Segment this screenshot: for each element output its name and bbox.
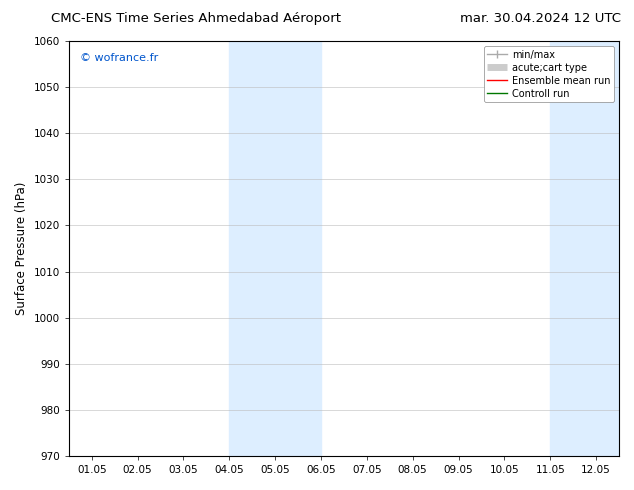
Text: mar. 30.04.2024 12 UTC: mar. 30.04.2024 12 UTC bbox=[460, 12, 621, 25]
Bar bbox=[550, 41, 619, 456]
Text: CMC-ENS Time Series Ahmedabad Aéroport: CMC-ENS Time Series Ahmedabad Aéroport bbox=[51, 12, 340, 25]
Y-axis label: Surface Pressure (hPa): Surface Pressure (hPa) bbox=[15, 182, 28, 315]
Text: © wofrance.fr: © wofrance.fr bbox=[80, 53, 158, 64]
Legend: min/max, acute;cart type, Ensemble mean run, Controll run: min/max, acute;cart type, Ensemble mean … bbox=[484, 46, 614, 102]
Bar bbox=[230, 41, 321, 456]
